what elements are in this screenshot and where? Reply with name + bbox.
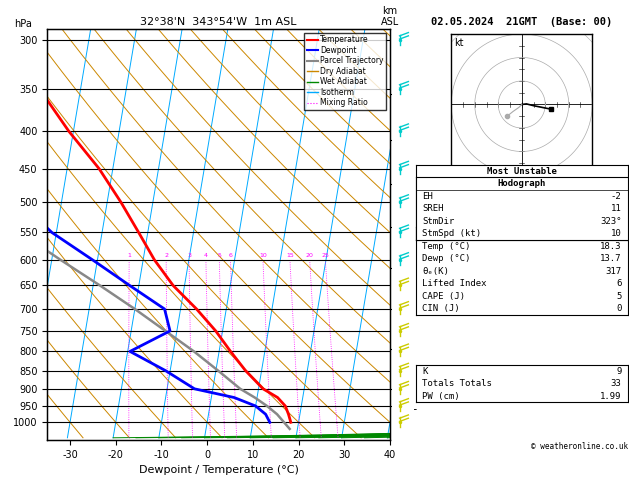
- Text: θₑ(K): θₑ(K): [422, 267, 449, 276]
- Text: 317: 317: [605, 267, 621, 276]
- Text: EH: EH: [422, 191, 433, 201]
- Text: 18.3: 18.3: [600, 242, 621, 251]
- Text: 4: 4: [204, 253, 208, 258]
- Text: 25: 25: [321, 253, 330, 258]
- Text: CAPE (J): CAPE (J): [422, 292, 465, 301]
- Text: -2: -2: [611, 191, 621, 201]
- Text: PW (cm): PW (cm): [422, 392, 460, 400]
- Text: 1: 1: [127, 253, 131, 258]
- Text: Lifted Index: Lifted Index: [422, 279, 487, 288]
- Text: Hodograph: Hodograph: [498, 179, 546, 188]
- Text: Temp (°C): Temp (°C): [422, 242, 470, 251]
- Text: Most Unstable: Most Unstable: [487, 167, 557, 175]
- Text: 10: 10: [259, 253, 267, 258]
- Text: Dewp (°C): Dewp (°C): [422, 254, 470, 263]
- Text: 9: 9: [616, 366, 621, 376]
- Text: kt: kt: [454, 38, 464, 48]
- Text: 3: 3: [187, 253, 191, 258]
- Legend: Temperature, Dewpoint, Parcel Trajectory, Dry Adiabat, Wet Adiabat, Isotherm, Mi: Temperature, Dewpoint, Parcel Trajectory…: [304, 33, 386, 110]
- Text: StmSpd (kt): StmSpd (kt): [422, 229, 481, 238]
- Text: 1021: 1021: [600, 179, 621, 188]
- Text: 323°: 323°: [600, 217, 621, 226]
- Text: 13.7: 13.7: [600, 254, 621, 263]
- Text: 33: 33: [611, 379, 621, 388]
- X-axis label: Dewpoint / Temperature (°C): Dewpoint / Temperature (°C): [138, 465, 299, 475]
- Text: 02.05.2024  21GMT  (Base: 00): 02.05.2024 21GMT (Base: 00): [431, 17, 613, 27]
- Text: 5: 5: [616, 217, 621, 226]
- Text: 6: 6: [228, 253, 233, 258]
- Text: © weatheronline.co.uk: © weatheronline.co.uk: [531, 442, 628, 451]
- Text: 317: 317: [605, 191, 621, 201]
- Text: 15: 15: [286, 253, 294, 258]
- Text: θₑ (K): θₑ (K): [422, 191, 454, 201]
- Text: StmDir: StmDir: [422, 217, 454, 226]
- Text: 6: 6: [616, 279, 621, 288]
- Text: CIN (J): CIN (J): [422, 304, 460, 313]
- Text: km
ASL: km ASL: [381, 5, 399, 27]
- Y-axis label: Mixing Ratio (g/kg): Mixing Ratio (g/kg): [421, 189, 431, 280]
- Text: 5: 5: [616, 292, 621, 301]
- Text: SREH: SREH: [422, 204, 443, 213]
- Text: 5: 5: [218, 253, 221, 258]
- Text: CIN (J): CIN (J): [422, 229, 460, 238]
- Text: Lifted Index: Lifted Index: [422, 204, 487, 213]
- Text: Pressure (mb): Pressure (mb): [422, 179, 492, 188]
- Text: 2: 2: [164, 253, 168, 258]
- Text: hPa: hPa: [14, 19, 33, 29]
- Text: 0: 0: [616, 304, 621, 313]
- Text: 20: 20: [306, 253, 314, 258]
- Text: Totals Totals: Totals Totals: [422, 379, 492, 388]
- Text: CAPE (J): CAPE (J): [422, 217, 465, 226]
- Text: K: K: [422, 366, 428, 376]
- Text: 10: 10: [611, 229, 621, 238]
- Text: 1.99: 1.99: [600, 392, 621, 400]
- Text: 11: 11: [611, 204, 621, 213]
- Text: 0: 0: [616, 229, 621, 238]
- Text: Surface: Surface: [503, 229, 540, 238]
- Title: 32°38'N  343°54'W  1m ASL: 32°38'N 343°54'W 1m ASL: [140, 17, 297, 27]
- Text: 6: 6: [616, 204, 621, 213]
